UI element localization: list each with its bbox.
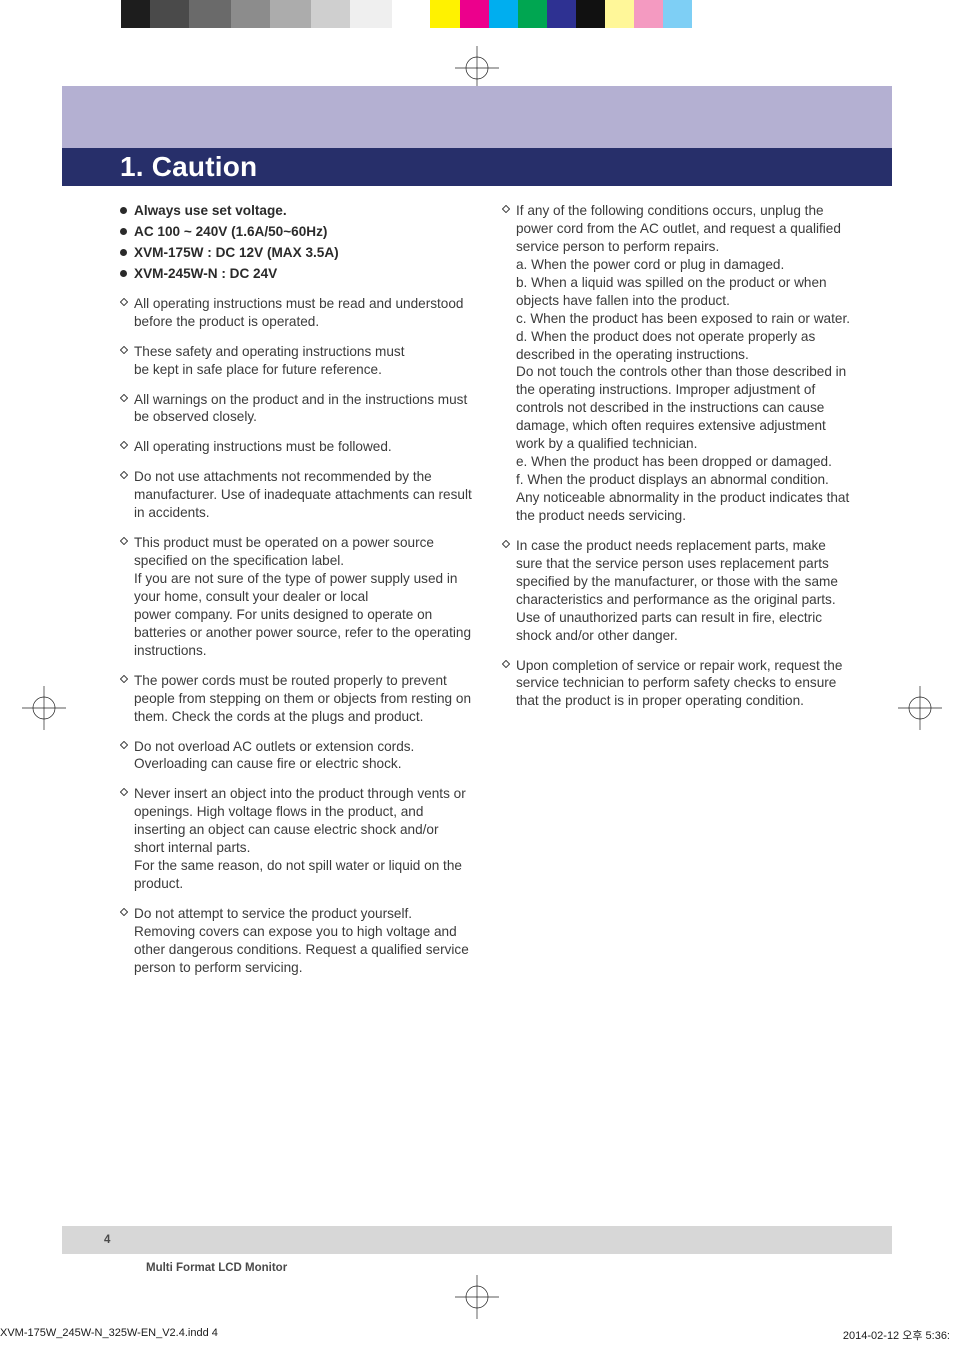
colorbar-swatch (692, 0, 954, 28)
bullet-item: If any of the following conditions occur… (502, 202, 854, 525)
bullet-text: b. When a liquid was spilled on the prod… (516, 274, 854, 310)
bullet-item: All warnings on the product and in the i… (120, 391, 472, 427)
footer-text: 4 Multi Format LCD Monitor (62, 1226, 892, 1282)
colorbar-swatch (311, 0, 350, 28)
bullet-text: If any of the following conditions occur… (516, 202, 854, 256)
colorbar-swatch (121, 0, 150, 28)
diamond-bullet-icon (120, 471, 128, 479)
bullet-text: All warnings on the product and in the i… (134, 391, 472, 427)
bullet-text: d. When the product does not operate pro… (516, 328, 854, 364)
footer-title: Multi Format LCD Monitor (104, 1254, 892, 1282)
diamond-bullet-icon (120, 908, 128, 916)
bullet-item: These safety and operating instructions … (120, 343, 472, 379)
diamond-bullet-icon (502, 540, 510, 548)
colorbar-swatch (576, 0, 605, 28)
colorbar-swatch (350, 0, 392, 28)
bullet-item: All operating instructions must be follo… (120, 438, 472, 456)
section-title: 1. Caution (62, 148, 892, 186)
spec-line: XVM-245W-N : DC 24V (120, 265, 472, 283)
bullet-text: be kept in safe place for future referen… (134, 361, 472, 379)
diamond-bullet-icon (120, 346, 128, 354)
colorbar-swatch (489, 0, 518, 28)
spec-line: Always use set voltage. (120, 202, 472, 220)
color-calibration-bar (0, 0, 954, 28)
bullet-item: This product must be operated on a power… (120, 534, 472, 660)
column-right: If any of the following conditions occur… (502, 202, 854, 989)
slug-file: XVM-175W_245W-N_325W-EN_V2.4.indd 4 (0, 1327, 218, 1343)
page: 1. Caution Always use set voltage. AC 100… (62, 86, 892, 1272)
bullet-text: e. When the product has been dropped or … (516, 453, 854, 471)
diamond-bullet-icon (120, 298, 128, 306)
colorbar-swatch (430, 0, 459, 28)
bullet-item: The power cords must be routed properly … (120, 672, 472, 726)
bullet-item: All operating instructions must be read … (120, 295, 472, 331)
bullet-text: power company. For units designed to ope… (134, 606, 472, 660)
diamond-bullet-icon (120, 537, 128, 545)
bullet-text: In case the product needs replacement pa… (516, 537, 854, 645)
diamond-bullet-icon (502, 660, 510, 668)
bullet-item: Do not use attachments not recommended b… (120, 468, 472, 522)
colorbar-swatch (663, 0, 692, 28)
bullet-text: For the same reason, do not spill water … (134, 857, 472, 893)
column-left: Always use set voltage. AC 100 ~ 240V (1.… (120, 202, 472, 989)
colorbar-swatch (270, 0, 312, 28)
print-slug: XVM-175W_245W-N_325W-EN_V2.4.indd 4 2014… (0, 1327, 954, 1343)
bullet-text: This product must be operated on a power… (134, 534, 472, 570)
diamond-bullet-icon (120, 675, 128, 683)
colorbar-swatch (189, 0, 231, 28)
footer-bar: 4 Multi Format LCD Monitor (62, 1226, 892, 1254)
bullet-text: The power cords must be routed properly … (134, 672, 472, 726)
content-area: Always use set voltage. AC 100 ~ 240V (1.… (120, 202, 856, 989)
colorbar-swatch (392, 0, 431, 28)
bullet-text: Do not attempt to service the product yo… (134, 905, 472, 977)
page-number: 4 (104, 1234, 110, 1246)
bullet-text: All operating instructions must be read … (134, 295, 472, 331)
bullet-item: Do not attempt to service the product yo… (120, 905, 472, 977)
diamond-bullet-icon (120, 441, 128, 449)
colorbar-swatch (547, 0, 576, 28)
bullet-item: Do not overload AC outlets or extension … (120, 738, 472, 774)
bullet-text: a. When the power cord or plug in damage… (516, 256, 854, 274)
bullet-item: Never insert an object into the product … (120, 785, 472, 893)
colorbar-swatch (605, 0, 634, 28)
colorbar-swatch (634, 0, 663, 28)
bullet-text: Upon completion of service or repair wor… (516, 657, 854, 711)
registration-mark-top (455, 46, 499, 90)
registration-mark-right (898, 686, 942, 730)
header-band-dark: 1. Caution (62, 148, 892, 186)
diamond-bullet-icon (120, 741, 128, 749)
bullet-text: Never insert an object into the product … (134, 785, 472, 857)
colorbar-swatch (518, 0, 547, 28)
bullet-text: These safety and operating instructions … (134, 343, 472, 361)
registration-mark-left (22, 686, 66, 730)
slug-stamp: 2014-02-12 오후 5:36: (843, 1327, 950, 1343)
bullet-text: If you are not sure of the type of power… (134, 570, 472, 606)
bullet-text: Do not use attachments not recommended b… (134, 468, 472, 522)
bullet-item: Upon completion of service or repair wor… (502, 657, 854, 711)
bullet-text: c. When the product has been exposed to … (516, 310, 854, 328)
colorbar-swatch (460, 0, 489, 28)
colorbar-swatch (150, 0, 189, 28)
spec-line: XVM-175W : DC 12V (MAX 3.5A) (120, 244, 472, 262)
colorbar-swatch (231, 0, 270, 28)
bullet-text: All operating instructions must be follo… (134, 438, 472, 456)
bullet-text: Do not overload AC outlets or extension … (134, 738, 472, 756)
diamond-bullet-icon (120, 394, 128, 402)
bullet-text: f. When the product displays an abnormal… (516, 471, 854, 525)
bullet-item: In case the product needs replacement pa… (502, 537, 854, 645)
diamond-bullet-icon (120, 788, 128, 796)
bullet-text: Do not touch the controls other than tho… (516, 363, 854, 453)
colorbar-swatch (0, 0, 121, 28)
bullet-text: Overloading can cause fire or electric s… (134, 755, 472, 773)
spec-line: AC 100 ~ 240V (1.6A/50~60Hz) (120, 223, 472, 241)
diamond-bullet-icon (502, 205, 510, 213)
